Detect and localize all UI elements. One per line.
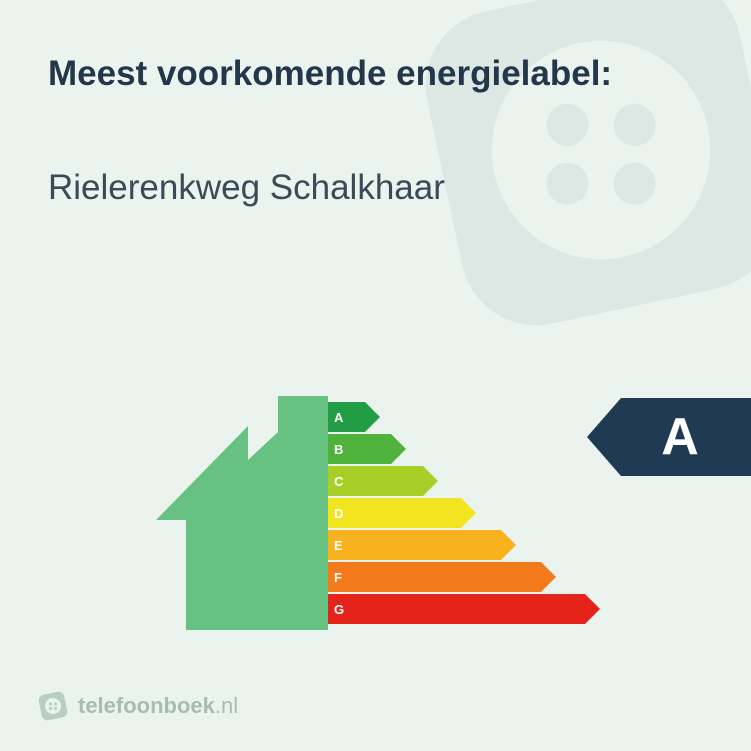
result-arrow-icon <box>587 398 621 476</box>
bar-label: D <box>334 506 343 521</box>
bar-label: F <box>334 570 342 585</box>
brand-icon <box>38 691 68 721</box>
bar-label: G <box>334 602 344 617</box>
page-title: Meest voorkomende energielabel: <box>48 54 612 94</box>
result-label-tag: A <box>587 398 751 476</box>
house-icon <box>150 390 330 640</box>
bar-label: A <box>334 410 343 425</box>
brand-text: telefoonboek.nl <box>78 693 238 719</box>
bar-label: E <box>334 538 343 553</box>
subtitle-location: Rielerenkweg Schalkhaar <box>48 168 445 208</box>
energy-label-diagram: A B C D E F G <box>150 390 510 640</box>
footer-brand: telefoonboek.nl <box>38 691 238 721</box>
bar-label: C <box>334 474 343 489</box>
result-letter: A <box>661 407 699 467</box>
bar-label: B <box>334 442 343 457</box>
brand-name-rest: .nl <box>215 693 238 718</box>
brand-name-bold: telefoonboek <box>78 693 215 718</box>
result-body: A <box>621 398 751 476</box>
